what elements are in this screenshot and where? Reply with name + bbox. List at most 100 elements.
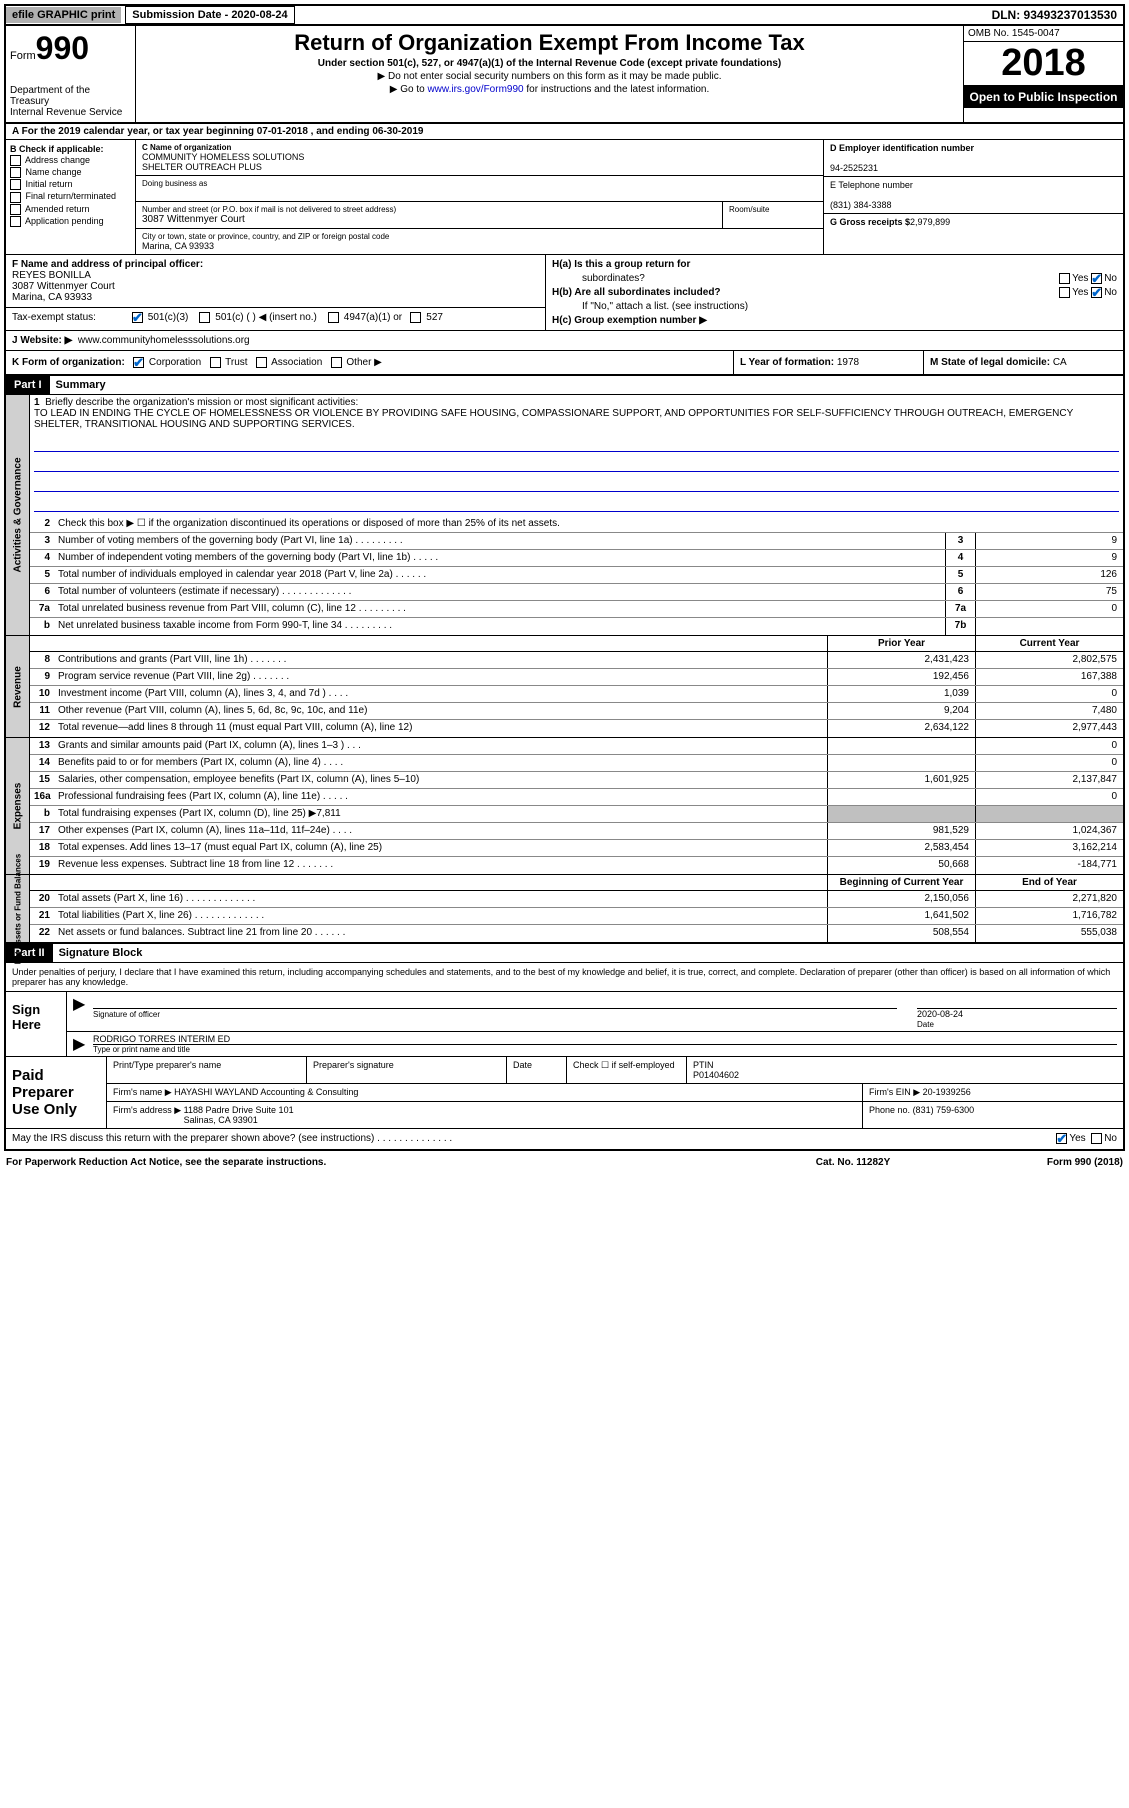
check-assoc[interactable]: [256, 357, 267, 368]
part-2-header: Part IISignature Block: [6, 944, 1123, 963]
phone-row: E Telephone number (831) 384-3388: [824, 177, 1123, 214]
exp-line-14: 14 Benefits paid to or for members (Part…: [30, 755, 1123, 772]
check-other[interactable]: [331, 357, 342, 368]
revenue-section: Revenue Prior Year Current Year 8 Contri…: [6, 636, 1123, 738]
open-inspection: Open to Public Inspection: [964, 86, 1123, 108]
check-501c3[interactable]: [132, 312, 143, 323]
irs-no[interactable]: [1091, 1133, 1102, 1144]
dln: DLN: 93493237013530: [986, 6, 1123, 24]
expenses-section: Expenses 13 Grants and similar amounts p…: [6, 738, 1123, 875]
efile-link[interactable]: efile GRAPHIC print: [6, 7, 121, 23]
hb-note: If "No," attach a list. (see instruction…: [552, 301, 1117, 312]
firm-address: Firm's address ▶ 1188 Padre Drive Suite …: [107, 1102, 863, 1128]
firm-phone: Phone no. (831) 759-6300: [863, 1102, 1123, 1128]
sig-date: 2020-08-24: [917, 1009, 963, 1019]
ha-no[interactable]: [1091, 273, 1102, 284]
room-suite: Room/suite: [723, 202, 823, 228]
declaration-text: Under penalties of perjury, I declare th…: [6, 963, 1123, 991]
check-4947[interactable]: [328, 312, 339, 323]
ptin-cell: PTINP01404602: [687, 1057, 1123, 1083]
check-501c[interactable]: [199, 312, 210, 323]
governance-label: Activities & Governance: [12, 458, 23, 573]
form-title: Return of Organization Exempt From Incom…: [140, 30, 959, 56]
top-bar: efile GRAPHIC print Submission Date - 20…: [6, 6, 1123, 26]
tax-year: 2018: [964, 42, 1123, 86]
revenue-label: Revenue: [12, 666, 23, 708]
asset-line-21: 21 Total liabilities (Part X, line 26) .…: [30, 908, 1123, 925]
gov-line-b: b Net unrelated business taxable income …: [30, 618, 1123, 635]
form-number: Form990: [10, 30, 131, 67]
part-1-header: Part ISummary: [6, 376, 1123, 395]
omb-number: OMB No. 1545-0047: [964, 26, 1123, 42]
officer-typed-name: RODRIGO TORRES INTERIM ED: [93, 1034, 1117, 1044]
check-app-pending[interactable]: Application pending: [10, 216, 131, 227]
street-address: Number and street (or P.O. box if mail i…: [136, 202, 723, 228]
gov-line-4: 4 Number of independent voting members o…: [30, 550, 1123, 567]
check-address-change[interactable]: Address change: [10, 155, 131, 166]
prep-name-label: Print/Type preparer's name: [107, 1057, 307, 1083]
sign-here-row: Sign Here ▶ Signature of officer 2020-08…: [6, 991, 1123, 1056]
note-ssn: ▶ Do not enter social security numbers o…: [140, 71, 959, 82]
exp-line-b: b Total fundraising expenses (Part IX, c…: [30, 806, 1123, 823]
line-2: 2 Check this box ▶ ☐ if the organization…: [30, 516, 1123, 533]
org-name-row: C Name of organization COMMUNITY HOMELES…: [136, 140, 823, 176]
mission-text: TO LEAD IN ENDING THE CYCLE OF HOMELESSN…: [34, 408, 1073, 430]
section-b-title: B Check if applicable:: [10, 144, 104, 154]
asset-line-22: 22 Net assets or fund balances. Subtract…: [30, 925, 1123, 942]
rev-line-12: 12 Total revenue—add lines 8 through 11 …: [30, 720, 1123, 737]
city-row: City or town, state or province, country…: [136, 229, 823, 254]
irs-yes[interactable]: [1056, 1133, 1067, 1144]
officer-name: REYES BONILLA: [12, 270, 91, 281]
exp-line-16a: 16a Professional fundraising fees (Part …: [30, 789, 1123, 806]
gov-line-5: 5 Total number of individuals employed i…: [30, 567, 1123, 584]
website-row: J Website: ▶ www.communityhomelesssoluti…: [6, 331, 1123, 351]
exp-line-17: 17 Other expenses (Part IX, column (A), …: [30, 823, 1123, 840]
exp-line-18: 18 Total expenses. Add lines 13–17 (must…: [30, 840, 1123, 857]
note-link: ▶ Go to www.irs.gov/Form990 for instruct…: [140, 84, 959, 95]
paid-preparer-row: Paid Preparer Use Only Print/Type prepar…: [6, 1056, 1123, 1128]
exp-line-15: 15 Salaries, other compensation, employe…: [30, 772, 1123, 789]
asset-line-20: 20 Total assets (Part X, line 16) . . . …: [30, 891, 1123, 908]
rev-line-8: 8 Contributions and grants (Part VIII, l…: [30, 652, 1123, 669]
state-domicile: CA: [1053, 357, 1067, 368]
ha-sub-row: subordinates? Yes No: [552, 273, 1117, 284]
officer-addr2: Marina, CA 93933: [12, 292, 92, 303]
footer-line: For Paperwork Reduction Act Notice, see …: [0, 1155, 1129, 1170]
hb-no[interactable]: [1091, 287, 1102, 298]
irs-link[interactable]: www.irs.gov/Form990: [427, 84, 523, 95]
check-corp[interactable]: [133, 357, 144, 368]
check-trust[interactable]: [210, 357, 221, 368]
prep-sig-label: Preparer's signature: [307, 1057, 507, 1083]
officer-addr1: 3087 Wittenmyer Court: [12, 281, 115, 292]
check-initial-return[interactable]: Initial return: [10, 179, 131, 190]
exp-line-19: 19 Revenue less expenses. Subtract line …: [30, 857, 1123, 874]
exp-line-13: 13 Grants and similar amounts paid (Part…: [30, 738, 1123, 755]
form-header: Form990 Department of the Treasury Inter…: [6, 26, 1123, 124]
submission-date: Submission Date - 2020-08-24: [125, 6, 294, 24]
website-url[interactable]: www.communityhomelesssolutions.org: [78, 335, 250, 346]
gross-receipts: G Gross receipts $2,979,899: [824, 214, 1123, 230]
rev-line-11: 11 Other revenue (Part VIII, column (A),…: [30, 703, 1123, 720]
rev-line-9: 9 Program service revenue (Part VIII, li…: [30, 669, 1123, 686]
gov-line-3: 3 Number of voting members of the govern…: [30, 533, 1123, 550]
section-f-label: F Name and address of principal officer:: [12, 259, 203, 270]
gov-line-7a: 7a Total unrelated business revenue from…: [30, 601, 1123, 618]
line-a-tax-year: A For the 2019 calendar year, or tax yea…: [6, 124, 1123, 140]
revenue-col-header: Prior Year Current Year: [30, 636, 1123, 652]
ein-row: D Employer identification number 94-2525…: [824, 140, 1123, 177]
prep-self-employed[interactable]: Check ☐ if self-employed: [567, 1057, 687, 1083]
check-final-return[interactable]: Final return/terminated: [10, 191, 131, 202]
hb-yes[interactable]: [1059, 287, 1070, 298]
check-name-change[interactable]: Name change: [10, 167, 131, 178]
expenses-label: Expenses: [12, 783, 23, 830]
check-527[interactable]: [410, 312, 421, 323]
prep-date-label: Date: [507, 1057, 567, 1083]
line-k-l-m: K Form of organization: Corporation Trus…: [6, 351, 1123, 376]
year-formation: 1978: [837, 357, 859, 368]
firm-name: Firm's name ▶ HAYASHI WAYLAND Accounting…: [107, 1084, 863, 1101]
asset-col-header: Beginning of Current Year End of Year: [30, 875, 1123, 891]
ha-yes[interactable]: [1059, 273, 1070, 284]
ha-row: H(a) Is this a group return for: [552, 259, 1117, 270]
dba-row: Doing business as: [136, 176, 823, 202]
check-amended[interactable]: Amended return: [10, 204, 131, 215]
